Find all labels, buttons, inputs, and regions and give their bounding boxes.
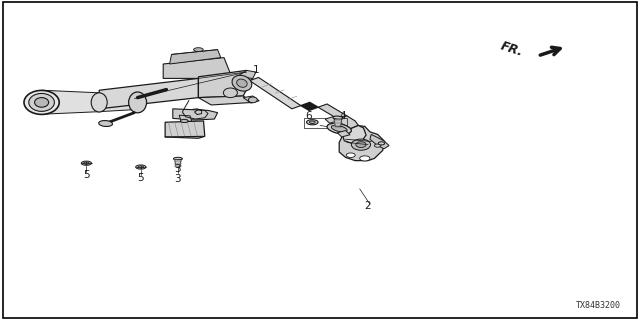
Ellipse shape [237, 79, 247, 87]
Ellipse shape [173, 157, 182, 160]
Polygon shape [318, 104, 347, 119]
Text: 3: 3 [175, 164, 181, 174]
Ellipse shape [99, 121, 113, 126]
Ellipse shape [193, 48, 204, 52]
Ellipse shape [333, 116, 343, 119]
Text: 2: 2 [364, 201, 371, 212]
Polygon shape [334, 119, 342, 127]
Text: 4: 4 [340, 111, 346, 121]
Ellipse shape [24, 91, 60, 115]
Ellipse shape [136, 165, 146, 169]
Text: 5: 5 [138, 173, 144, 183]
Ellipse shape [92, 93, 108, 112]
Ellipse shape [35, 98, 49, 107]
Ellipse shape [351, 139, 371, 150]
Ellipse shape [327, 123, 351, 134]
Polygon shape [337, 131, 350, 137]
Polygon shape [243, 96, 259, 103]
Ellipse shape [232, 75, 252, 91]
Text: 3: 3 [175, 174, 181, 184]
Text: 6: 6 [305, 111, 312, 121]
Ellipse shape [332, 125, 347, 132]
Text: TX84B3200: TX84B3200 [576, 301, 621, 310]
Ellipse shape [29, 93, 54, 111]
Text: 1: 1 [253, 65, 259, 76]
Polygon shape [42, 90, 99, 114]
Polygon shape [342, 125, 366, 143]
Polygon shape [99, 93, 138, 112]
Polygon shape [339, 125, 384, 161]
Polygon shape [99, 78, 198, 109]
Polygon shape [173, 109, 218, 120]
Ellipse shape [307, 120, 318, 125]
Circle shape [374, 144, 381, 147]
Polygon shape [325, 117, 337, 123]
Text: FR.: FR. [499, 40, 525, 59]
Text: 5: 5 [83, 170, 90, 180]
Circle shape [360, 156, 370, 161]
Polygon shape [301, 102, 318, 110]
Ellipse shape [81, 161, 92, 165]
Polygon shape [163, 58, 230, 78]
Polygon shape [170, 50, 221, 64]
Ellipse shape [84, 162, 90, 164]
Ellipse shape [223, 88, 237, 98]
Polygon shape [338, 116, 358, 129]
Ellipse shape [356, 142, 366, 148]
Polygon shape [237, 70, 256, 78]
Ellipse shape [180, 119, 188, 123]
Ellipse shape [378, 142, 385, 145]
Polygon shape [165, 121, 205, 138]
Polygon shape [175, 159, 181, 167]
Polygon shape [250, 77, 301, 109]
Polygon shape [370, 134, 389, 149]
Ellipse shape [129, 92, 147, 113]
Polygon shape [179, 115, 192, 122]
Polygon shape [198, 96, 253, 105]
Ellipse shape [310, 121, 315, 124]
Circle shape [346, 153, 355, 157]
Ellipse shape [138, 166, 144, 168]
Ellipse shape [248, 97, 257, 103]
Polygon shape [198, 70, 253, 98]
